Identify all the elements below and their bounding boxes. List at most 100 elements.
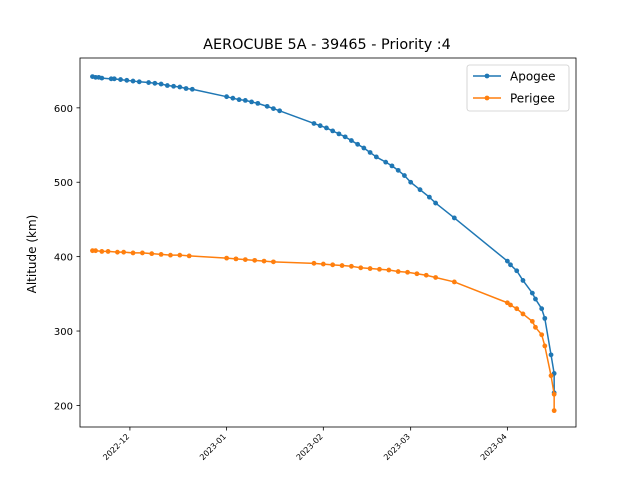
series-apogee bbox=[90, 74, 557, 396]
data-point-apogee bbox=[255, 100, 261, 106]
data-point-perigee bbox=[224, 255, 230, 261]
legend: Apogee Perigee bbox=[466, 64, 570, 112]
data-point-perigee bbox=[311, 260, 317, 266]
data-point-apogee bbox=[408, 179, 414, 185]
data-point-apogee bbox=[542, 315, 548, 321]
data-point-perigee bbox=[433, 275, 439, 280]
data-point-apogee bbox=[402, 173, 407, 178]
data-point-apogee bbox=[539, 306, 545, 312]
data-point-apogee bbox=[189, 86, 195, 92]
data-point-apogee bbox=[433, 200, 439, 206]
data-point-perigee bbox=[99, 249, 105, 254]
series-line-apogee bbox=[91, 75, 555, 394]
chart-title: AEROCUBE 5A - 39465 - Priority :4 bbox=[203, 37, 451, 53]
y-tick-label: 400 bbox=[54, 253, 73, 264]
data-point-apogee bbox=[504, 258, 510, 264]
data-point-apogee bbox=[271, 106, 276, 111]
data-point-apogee bbox=[99, 75, 105, 81]
data-point-perigee bbox=[177, 252, 183, 258]
data-point-perigee bbox=[539, 332, 545, 338]
data-point-apogee bbox=[514, 268, 520, 274]
data-point-apogee bbox=[264, 103, 270, 109]
data-point-perigee bbox=[261, 258, 267, 264]
data-point-apogee bbox=[355, 141, 361, 147]
data-point-apogee bbox=[136, 79, 142, 85]
data-point-apogee bbox=[152, 80, 158, 86]
y-tick-label: 600 bbox=[54, 104, 73, 115]
data-point-apogee bbox=[451, 215, 457, 221]
data-point-apogee bbox=[224, 94, 230, 100]
data-point-perigee bbox=[252, 257, 258, 263]
data-point-perigee bbox=[367, 266, 373, 271]
data-point-perigee bbox=[115, 249, 120, 255]
data-point-perigee bbox=[508, 302, 513, 308]
data-point-perigee bbox=[186, 253, 192, 259]
data-point-perigee bbox=[520, 311, 526, 317]
data-point-apogee bbox=[389, 163, 395, 169]
data-point-apogee bbox=[548, 352, 554, 358]
data-point-apogee bbox=[164, 83, 170, 88]
data-point-apogee bbox=[311, 121, 317, 126]
data-point-perigee bbox=[551, 408, 557, 414]
data-point-perigee bbox=[551, 391, 557, 397]
data-point-perigee bbox=[451, 279, 457, 285]
y-tick-label: 300 bbox=[54, 327, 73, 338]
data-point-perigee bbox=[405, 269, 410, 275]
data-point-apogee bbox=[230, 95, 236, 101]
data-point-apogee bbox=[171, 83, 176, 89]
data-point-perigee bbox=[339, 263, 345, 268]
data-point-apogee bbox=[508, 262, 513, 268]
legend-label: Perigee bbox=[510, 92, 555, 106]
series-perigee bbox=[90, 248, 557, 414]
data-point-perigee bbox=[423, 272, 429, 278]
data-point-perigee bbox=[395, 269, 401, 274]
data-point-apogee bbox=[336, 131, 342, 137]
plot-frame bbox=[79, 57, 577, 428]
data-point-perigee bbox=[93, 248, 98, 254]
data-point-apogee bbox=[342, 134, 348, 140]
data-point-perigee bbox=[168, 252, 173, 258]
data-point-perigee bbox=[158, 252, 164, 257]
data-point-perigee bbox=[149, 251, 155, 257]
data-point-apogee bbox=[177, 84, 183, 90]
data-point-perigee bbox=[233, 256, 239, 262]
legend-swatch-marker bbox=[484, 73, 490, 79]
data-point-apogee bbox=[395, 167, 401, 173]
data-point-perigee bbox=[121, 249, 127, 255]
data-point-apogee bbox=[349, 138, 354, 143]
data-point-perigee bbox=[386, 267, 392, 273]
data-point-perigee bbox=[105, 249, 111, 254]
data-point-perigee bbox=[271, 259, 276, 265]
data-point-perigee bbox=[320, 261, 326, 267]
data-point-perigee bbox=[514, 306, 520, 312]
legend-swatch-marker bbox=[484, 95, 490, 101]
data-point-apogee bbox=[383, 159, 389, 165]
data-point-apogee bbox=[124, 77, 130, 83]
data-point-perigee bbox=[529, 318, 535, 324]
data-point-perigee bbox=[358, 265, 364, 271]
data-point-perigee bbox=[414, 271, 420, 277]
data-point-apogee bbox=[158, 81, 164, 87]
data-point-apogee bbox=[533, 296, 538, 302]
legend-label: Apogee bbox=[510, 70, 556, 84]
data-point-apogee bbox=[373, 154, 379, 160]
data-point-apogee bbox=[111, 76, 117, 82]
data-point-apogee bbox=[146, 80, 152, 85]
data-point-apogee bbox=[130, 78, 136, 84]
data-point-apogee bbox=[242, 98, 248, 103]
series-layer bbox=[90, 74, 557, 414]
data-point-perigee bbox=[242, 257, 248, 263]
data-point-apogee bbox=[361, 145, 367, 151]
data-point-apogee bbox=[118, 77, 123, 82]
data-point-apogee bbox=[520, 278, 526, 283]
data-point-apogee bbox=[367, 150, 373, 155]
data-point-perigee bbox=[548, 373, 554, 379]
data-point-perigee bbox=[377, 266, 382, 272]
data-point-apogee bbox=[277, 108, 283, 114]
data-point-apogee bbox=[249, 99, 254, 105]
data-point-apogee bbox=[426, 194, 432, 200]
data-point-apogee bbox=[330, 128, 336, 134]
data-point-apogee bbox=[317, 123, 323, 129]
y-tick-label: 200 bbox=[54, 401, 73, 412]
